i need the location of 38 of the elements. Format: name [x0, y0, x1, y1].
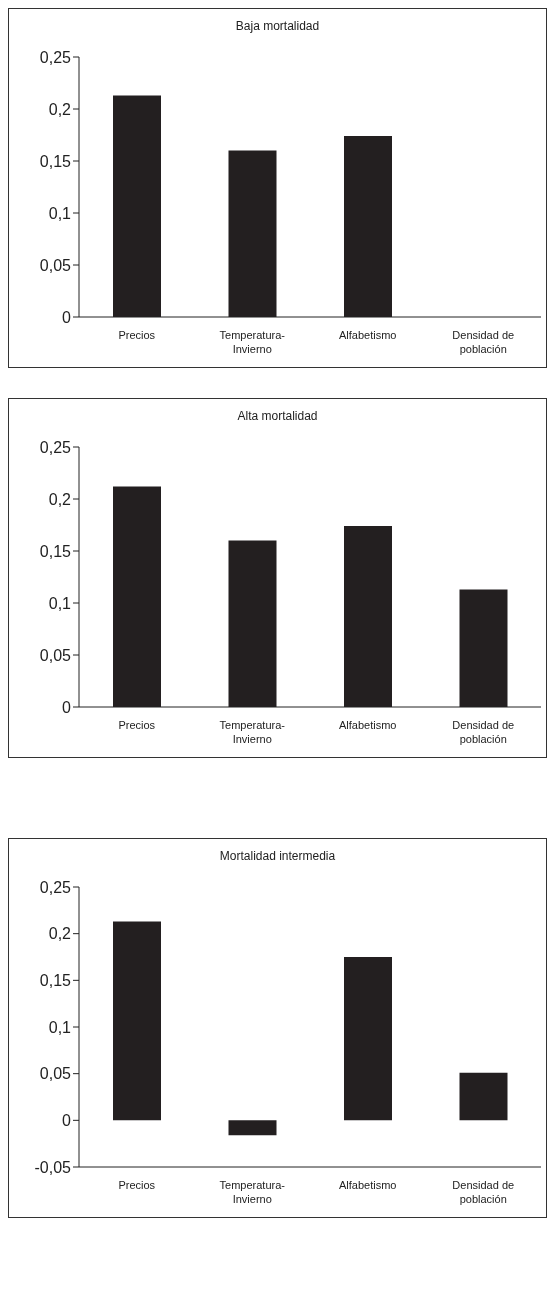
y-tick-label: 0,1: [48, 1018, 72, 1036]
y-tick-label: 0,25: [39, 48, 72, 66]
y-tick-label: 0,15: [39, 542, 72, 560]
bar: [344, 957, 392, 1121]
chart-title: Alta mortalidad: [236, 409, 319, 423]
y-tick-label: -0,05: [34, 1158, 72, 1176]
x-tick-label: Densidad de población: [452, 329, 515, 355]
x-tick-label: Precios: [118, 1179, 156, 1191]
x-tick-label: Temperatura-Invierno: [219, 329, 286, 355]
x-tick-label: Precios: [118, 719, 156, 731]
x-tick-label: Alfabetismo: [339, 329, 397, 341]
bar: [228, 1120, 277, 1136]
y-tick-label: 0: [62, 308, 72, 326]
x-tick-label: Precios: [118, 329, 156, 341]
y-tick-label: 0,2: [48, 100, 72, 118]
chart-title: Mortalidad intermedia: [218, 849, 337, 863]
chart-title: Baja mortalidad: [234, 19, 321, 33]
x-tick-label: Temperatura-Invierno: [219, 1179, 286, 1205]
y-tick-label: 0,05: [39, 1065, 72, 1083]
bar: [459, 1072, 508, 1121]
y-tick-label: 0: [62, 698, 72, 716]
y-tick-label: 0: [62, 1112, 72, 1130]
y-tick-label: 0,05: [39, 256, 72, 274]
x-tick-label: Alfabetismo: [339, 719, 397, 731]
y-tick-label: 0,2: [48, 925, 72, 943]
y-tick-label: 0,1: [48, 594, 72, 612]
x-tick-label: Densidad de población: [452, 1179, 515, 1205]
y-tick-label: 0,1: [48, 204, 72, 222]
x-tick-label: Temperatura-Invierno: [219, 719, 286, 745]
y-tick-label: 0,25: [39, 878, 72, 896]
x-tick-label: Alfabetismo: [339, 1179, 397, 1191]
bar: [113, 921, 161, 1121]
y-tick-label: 0,05: [39, 646, 72, 664]
y-tick-label: 0,25: [39, 438, 72, 456]
y-tick-label: 0,15: [39, 152, 72, 170]
y-tick-label: 0,15: [39, 972, 72, 990]
y-tick-label: 0,2: [48, 490, 72, 508]
x-tick-label: Densidad de población: [452, 719, 515, 745]
